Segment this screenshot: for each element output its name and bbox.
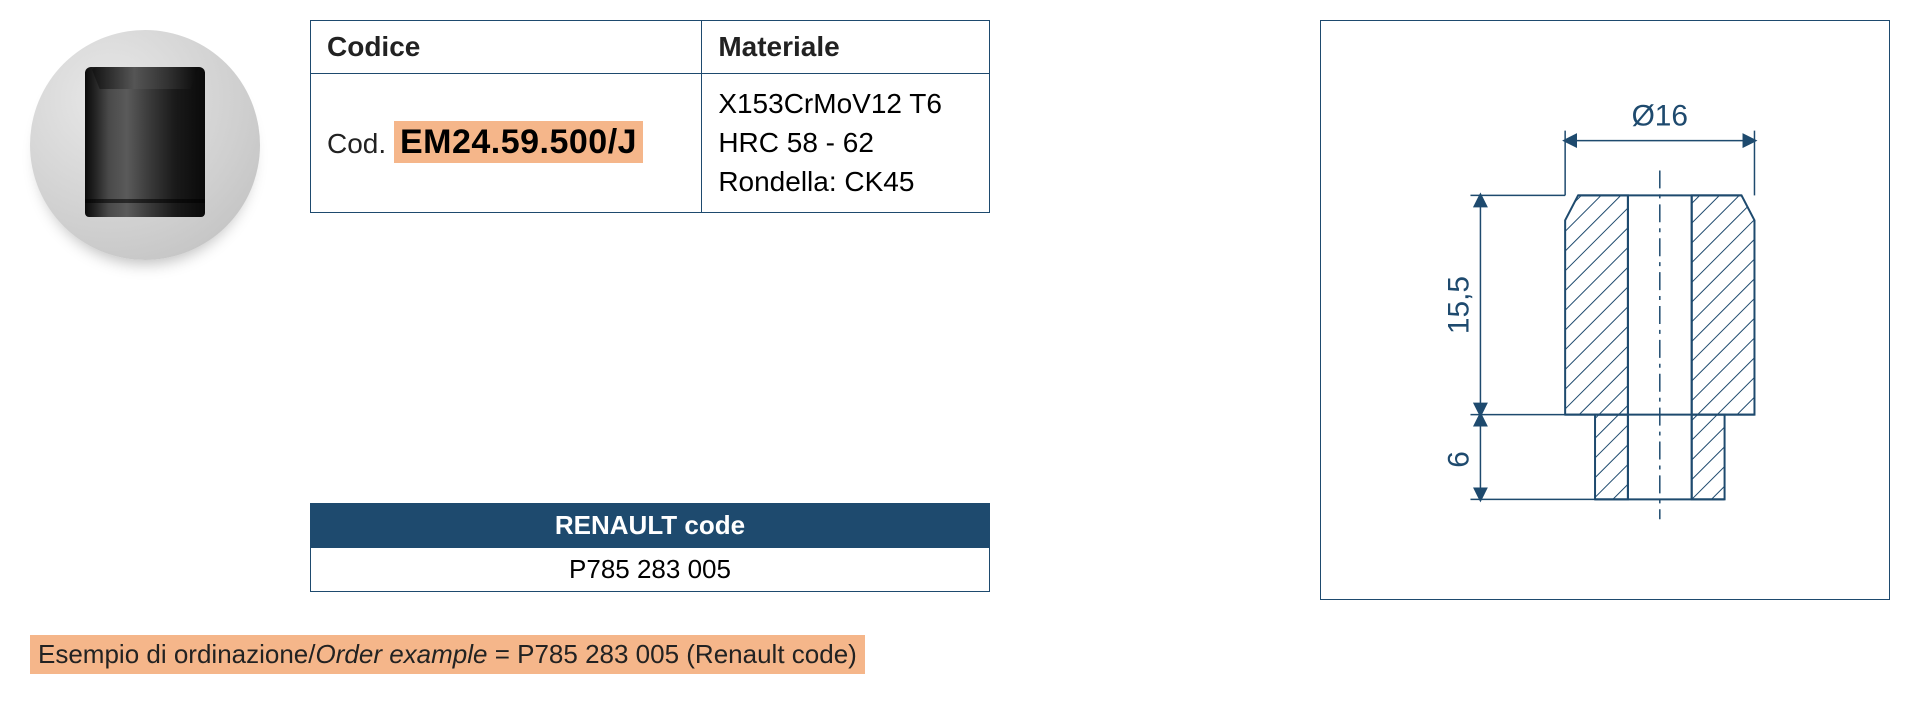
technical-drawing: Ø16 15,5 6 (1320, 20, 1890, 600)
drawing-svg: Ø16 15,5 6 (1321, 21, 1889, 599)
dim-diameter: Ø16 (1632, 100, 1688, 133)
bushing-render (85, 67, 205, 217)
code-value: EM24.59.500/J (394, 121, 643, 163)
center-column: Codice Materiale Cod. EM24.59.500/J X153… (310, 20, 1290, 592)
order-value: P785 283 005 (Renault code) (517, 639, 857, 669)
dim-height-main: 15,5 (1442, 276, 1475, 334)
order-label-en: Order example (316, 639, 488, 669)
product-photo (30, 30, 260, 260)
order-equals: = (487, 639, 517, 669)
spec-col-code: Codice (311, 21, 702, 74)
material-cell: X153CrMoV12 T6 HRC 58 - 62 Rondella: CK4… (702, 74, 990, 213)
renault-code-table: RENAULT code P785 283 005 (310, 503, 990, 592)
spec-col-material: Materiale (702, 21, 990, 74)
order-example: Esempio di ordinazione/Order example = P… (30, 635, 865, 674)
main-row: Codice Materiale Cod. EM24.59.500/J X153… (30, 20, 1890, 600)
renault-value: P785 283 005 (311, 547, 990, 591)
code-cell: Cod. EM24.59.500/J (311, 74, 702, 213)
renault-header: RENAULT code (311, 503, 990, 547)
order-sep: / (308, 639, 315, 669)
product-photo-container (30, 20, 280, 260)
material-line: HRC 58 - 62 (718, 123, 973, 162)
dim-height-base: 6 (1442, 451, 1475, 468)
spec-table: Codice Materiale Cod. EM24.59.500/J X153… (310, 20, 990, 213)
material-line: Rondella: CK45 (718, 162, 973, 201)
spec-row: Cod. EM24.59.500/J X153CrMoV12 T6 HRC 58… (311, 74, 990, 213)
code-prefix: Cod. (327, 128, 394, 159)
order-label-it: Esempio di ordinazione (38, 639, 308, 669)
material-line: X153CrMoV12 T6 (718, 84, 973, 123)
